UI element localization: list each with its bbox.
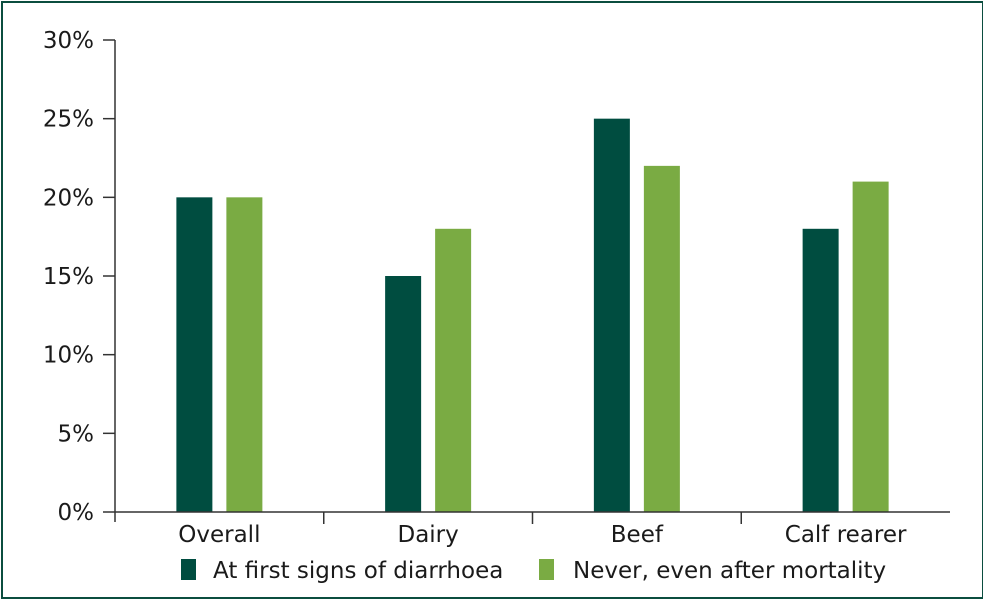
bar — [385, 276, 422, 512]
bar — [643, 165, 680, 512]
legend-label-never: Never, even after mortality — [573, 558, 886, 584]
legend-swatch-first-signs — [181, 559, 196, 580]
legend: At first signs of diarrhoea Never, even … — [181, 558, 886, 584]
y-tick-label: 25% — [43, 107, 94, 133]
axes — [114, 40, 950, 522]
bar — [852, 181, 889, 512]
bar — [593, 118, 630, 513]
bar — [176, 197, 213, 513]
bar — [226, 197, 263, 513]
y-tick-label: 5% — [58, 421, 95, 447]
x-tick-label: Calf rearer — [785, 522, 907, 548]
y-axis-ticks: 0% 5% 10% 15% 20% 25% 30% — [43, 28, 115, 526]
x-axis-ticks: Overall Dairy Beef Calf rearer — [178, 512, 907, 548]
y-tick-label: 15% — [43, 264, 94, 290]
x-tick-label: Overall — [178, 522, 260, 548]
x-tick-label: Dairy — [397, 522, 458, 548]
bar — [435, 228, 472, 513]
x-tick-label: Beef — [611, 522, 664, 548]
y-tick-label: 20% — [43, 185, 94, 211]
y-tick-label: 30% — [43, 28, 94, 54]
y-tick-label: 10% — [43, 343, 94, 369]
y-tick-label: 0% — [58, 500, 95, 526]
legend-label-first-signs: At first signs of diarrhoea — [213, 558, 503, 584]
legend-swatch-never — [539, 559, 554, 580]
bars — [176, 118, 889, 513]
bar — [802, 228, 839, 513]
